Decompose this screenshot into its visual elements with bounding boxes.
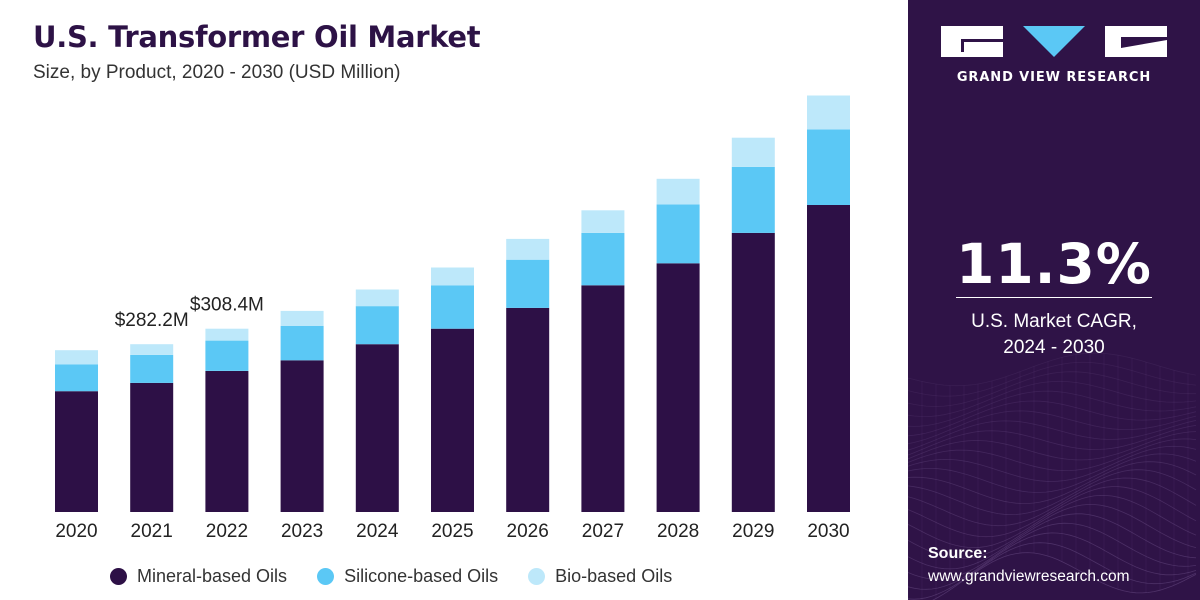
bar-2021-silicone-based-oils: [130, 354, 174, 383]
chart-legend: Mineral-based Oils Silicone-based Oils B…: [110, 562, 702, 590]
stacked-bar-chart: 2020 2021 2022 2023 2024 2025 2026 2027 2028 2029…: [55, 95, 850, 542]
cagr-label: U.S. Market CAGR, 2024 - 2030: [908, 309, 1200, 361]
bar-2029-mineral-based-oils: [731, 232, 775, 512]
x-tick-label-2025: 2025: [431, 521, 473, 542]
source-title: Source:: [928, 545, 988, 562]
bar-2027-silicone-based-oils: [581, 232, 625, 286]
cagr-label-line2: 2024 - 2030: [1003, 337, 1105, 358]
bar-2023-silicone-based-oils: [280, 325, 324, 361]
brand-name: GRAND VIEW RESEARCH: [956, 70, 1152, 85]
bar-2021-mineral-based-oils: [130, 382, 174, 512]
sidebar-panel: GRAND VIEW RESEARCH 11.3% U.S. Market CA…: [908, 0, 1200, 600]
legend-label-bio: Bio-based Oils: [555, 565, 673, 586]
bar-2024-mineral-based-oils: [355, 344, 399, 512]
legend-swatch-silicone: [317, 567, 335, 585]
x-tick-label-2024: 2024: [356, 521, 399, 542]
legend-item-silicone: Silicone-based Oils: [317, 566, 498, 587]
bar-2028-silicone-based-oils: [656, 204, 700, 264]
chart-subtitle: Size, by Product, 2020 - 2030 (USD Milli…: [33, 62, 401, 83]
chart-area: U.S. Transformer Oil Market Size, by Pro…: [33, 20, 850, 590]
data-label-2022: $308.4M: [190, 295, 264, 316]
bar-2028-bio-based-oils: [656, 178, 700, 205]
x-tick-label-2021: 2021: [131, 521, 173, 542]
x-tick-label-2027: 2027: [582, 521, 624, 542]
bar-2026-silicone-based-oils: [506, 259, 550, 308]
x-tick-label-2020: 2020: [55, 521, 97, 542]
bar-2026-bio-based-oils: [506, 238, 550, 260]
legend-label-mineral: Mineral-based Oils: [137, 565, 288, 586]
x-tick-label-2030: 2030: [807, 521, 849, 542]
bar-2023-bio-based-oils: [280, 310, 324, 326]
bar-2025-bio-based-oils: [431, 267, 474, 286]
bar-2020-mineral-based-oils: [55, 391, 98, 512]
legend-swatch-bio: [528, 567, 546, 585]
bar-2024-silicone-based-oils: [355, 306, 399, 345]
bar-2022-bio-based-oils: [205, 328, 249, 341]
legend-swatch-mineral: [110, 567, 127, 585]
source-link[interactable]: www.grandviewresearch.com: [928, 568, 1130, 585]
gvr-logo: [941, 26, 1167, 57]
x-tick-label-2028: 2028: [657, 521, 699, 542]
bar-2030-mineral-based-oils: [807, 205, 850, 512]
bar-2020-bio-based-oils: [55, 350, 98, 365]
bar-2030-bio-based-oils: [807, 95, 850, 130]
bar-2025-silicone-based-oils: [431, 285, 474, 329]
x-tick-label-2022: 2022: [206, 521, 248, 542]
data-label-2021: $282.2M: [115, 310, 189, 331]
wave-mesh-decoration: [908, 352, 1197, 600]
bar-2024-bio-based-oils: [355, 289, 399, 307]
bar-2022-mineral-based-oils: [205, 371, 249, 512]
bar-2023-mineral-based-oils: [280, 360, 324, 512]
x-tick-label-2029: 2029: [732, 521, 774, 542]
bar-2027-bio-based-oils: [581, 210, 625, 233]
cagr-value: 11.3%: [956, 232, 1152, 296]
legend-item-mineral: Mineral-based Oils: [110, 566, 287, 587]
bar-2029-silicone-based-oils: [731, 166, 775, 233]
x-tick-label-2023: 2023: [281, 521, 323, 542]
chart-title: U.S. Transformer Oil Market: [33, 20, 481, 54]
bar-2026-mineral-based-oils: [506, 307, 550, 512]
legend-label-silicone: Silicone-based Oils: [344, 565, 499, 586]
cagr-divider: [956, 297, 1152, 298]
bar-2029-bio-based-oils: [731, 137, 775, 167]
bar-2027-mineral-based-oils: [581, 285, 625, 512]
x-tick-label-2026: 2026: [507, 521, 549, 542]
bar-2030-silicone-based-oils: [807, 129, 850, 205]
bar-2021-bio-based-oils: [130, 344, 174, 355]
cagr-label-line1: U.S. Market CAGR,: [971, 311, 1137, 332]
bar-2022-silicone-based-oils: [205, 340, 249, 371]
bar-2028-mineral-based-oils: [656, 263, 700, 512]
bar-2020-silicone-based-oils: [55, 364, 98, 392]
legend-item-bio: Bio-based Oils: [528, 566, 672, 587]
bar-2025-mineral-based-oils: [431, 328, 474, 512]
